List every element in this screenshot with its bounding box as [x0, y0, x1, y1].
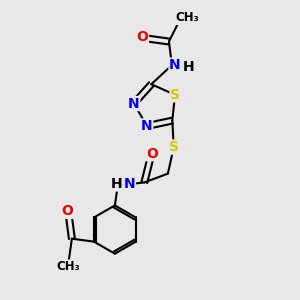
- Text: H: H: [182, 60, 194, 74]
- Text: S: S: [170, 88, 180, 102]
- Text: O: O: [61, 204, 74, 218]
- Text: O: O: [136, 30, 148, 44]
- Text: S: S: [169, 140, 179, 154]
- Text: N: N: [169, 58, 181, 72]
- Text: O: O: [146, 147, 158, 160]
- Text: CH₃: CH₃: [56, 260, 80, 273]
- Text: N: N: [141, 119, 153, 133]
- Text: CH₃: CH₃: [176, 11, 200, 25]
- Text: N: N: [128, 97, 140, 110]
- Text: N: N: [124, 177, 135, 191]
- Text: H: H: [110, 177, 122, 191]
